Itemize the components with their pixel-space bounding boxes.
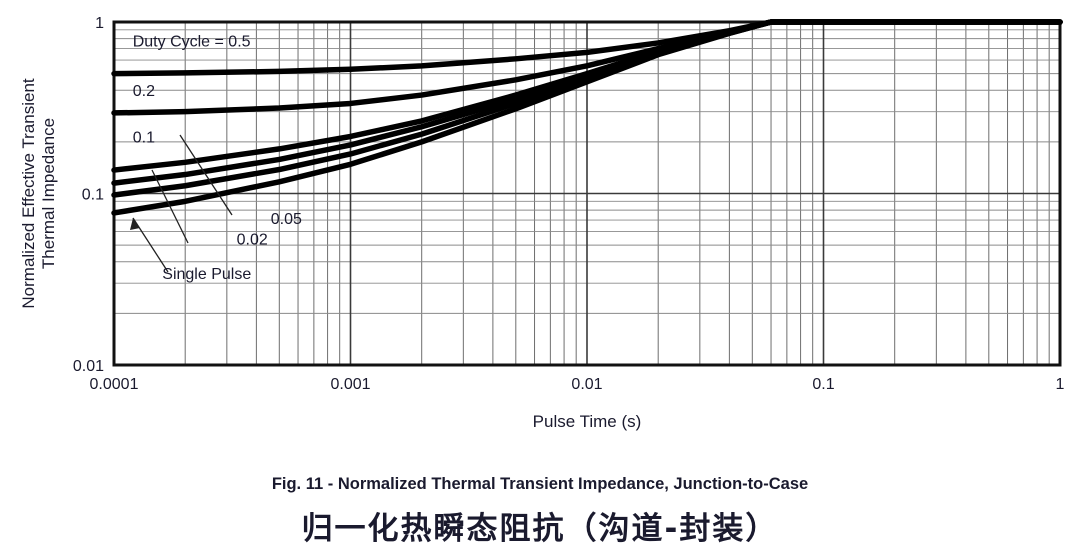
x-tick-label-0: 0.0001 xyxy=(90,376,139,393)
y-tick-label-0: 0.01 xyxy=(73,358,104,375)
curve-annotation-1: 0.2 xyxy=(133,83,155,100)
y-axis-title-line2: Thermal Impedance xyxy=(39,118,58,269)
y-tick-label-1: 0.1 xyxy=(82,187,104,204)
curve-6 xyxy=(111,19,1063,216)
figure-caption-english: Fig. 11 - Normalized Thermal Transient I… xyxy=(271,475,809,493)
curve-annotation-5: Single Pulse xyxy=(162,266,251,283)
leader-line-1 xyxy=(179,134,233,216)
arrow-head-icon xyxy=(130,218,140,230)
x-tick-label-4: 1 xyxy=(1056,376,1065,393)
x-tick-label-3: 0.1 xyxy=(812,376,834,393)
curve-annotation-2: 0.1 xyxy=(133,129,155,146)
y-axis-title-line1: Normalized Effective Transient xyxy=(19,78,38,309)
leader-lines xyxy=(130,134,233,273)
leader-line-2 xyxy=(151,169,189,244)
curve-annotation-4: 0.02 xyxy=(237,232,268,249)
x-axis-title: Pulse Time (s) xyxy=(533,412,642,431)
figure-caption-chinese: 归一化热瞬态阻抗（沟道-封装） xyxy=(301,511,779,547)
y-tick-label-2: 1 xyxy=(95,15,104,32)
x-tick-label-2: 0.01 xyxy=(571,376,602,393)
curve-annotation-0: Duty Cycle = 0.5 xyxy=(133,34,251,51)
x-tick-label-1: 0.001 xyxy=(330,376,370,393)
curve-group xyxy=(111,19,1063,216)
chart-labels: 0.0001 0.001 0.01 0.1 1 0.01 0.1 1 Pulse Time (s… xyxy=(19,15,1065,431)
curve-annotation-3: 0.05 xyxy=(271,211,302,228)
